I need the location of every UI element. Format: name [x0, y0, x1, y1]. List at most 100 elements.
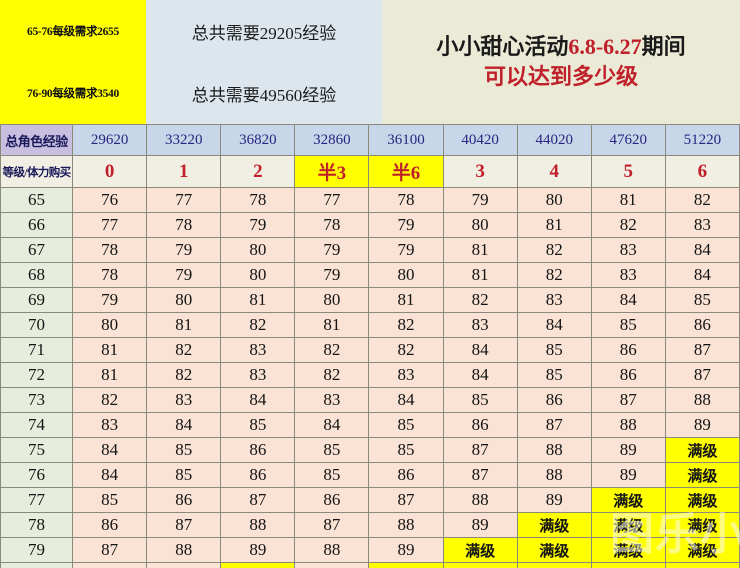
projected-level-cell: 80: [516, 187, 592, 213]
table-row: 69 79 80 81 80 81 82 83 84 85: [0, 287, 740, 313]
projected-level-cell: 81: [72, 362, 148, 388]
projected-level-cell: 84: [220, 387, 296, 413]
projected-level-cell: 78: [294, 212, 370, 238]
projected-level-cell: 80: [368, 262, 444, 288]
projected-level-cell: 83: [590, 262, 666, 288]
max-level-cell: 满级: [220, 562, 296, 568]
projected-level-cell: 84: [664, 262, 740, 288]
total-exp-cell: 40420: [442, 124, 518, 156]
table-row: 75 84 85 86 85 85 87 88 89 满级: [0, 437, 740, 463]
title-suffix: 期间: [641, 34, 686, 60]
table-row: 71 81 82 83 82 82 84 85 86 87: [0, 337, 740, 363]
projected-level-cell: 88: [516, 437, 592, 463]
projected-level-cell: 85: [294, 437, 370, 463]
table-row: 808889满级89满级满级满级满级满级: [0, 562, 740, 568]
projected-level-cell: 82: [294, 362, 370, 388]
projected-level-cell: 78: [368, 187, 444, 213]
level-cell: 74: [0, 412, 74, 438]
total-exp-cell: 44020: [516, 124, 592, 156]
projected-level-cell: 81: [72, 337, 148, 363]
max-level-cell: 满级: [664, 562, 740, 568]
buy-count-cell: 半3: [294, 155, 370, 188]
projected-level-cell: 81: [220, 287, 296, 313]
projected-level-cell: 89: [516, 487, 592, 513]
header-block: 65-76每级需求2655 76-90每级需求3540 总共需要29205经验 …: [0, 0, 740, 124]
level-cell: 76: [0, 462, 74, 488]
level-cell: 68: [0, 262, 74, 288]
row-total-exp: 总角色经验 29620 33220 36820 32860 36100 40420 4402…: [0, 124, 740, 156]
row-buy-count: 等级/体力购买 0 1 2 半3 半6 3 4 5 6: [0, 155, 740, 188]
projected-level-cell: 79: [294, 262, 370, 288]
header-total-notes: 总共需要29205经验 总共需要49560经验: [146, 0, 382, 124]
projected-level-cell: 85: [442, 387, 518, 413]
projected-level-cell: 81: [442, 237, 518, 263]
table-row: 77 85 86 87 86 87 88 89 满级 满级: [0, 487, 740, 513]
projected-level-cell: 87: [516, 412, 592, 438]
projected-level-cell: 80: [72, 312, 148, 338]
projected-level-cell: 77: [294, 187, 370, 213]
table-row: 67 78 79 80 79 79 81 82 83 84: [0, 237, 740, 263]
total-exp-cell: 36100: [368, 124, 444, 156]
level-cell: 67: [0, 237, 74, 263]
projected-level-cell: 87: [664, 337, 740, 363]
projected-level-cell: 85: [516, 337, 592, 363]
projected-level-cell: 81: [516, 212, 592, 238]
projected-level-cell: 79: [146, 262, 222, 288]
level-cell: 73: [0, 387, 74, 413]
projected-level-cell: 87: [220, 487, 296, 513]
projected-level-cell: 78: [72, 237, 148, 263]
projected-level-cell: 86: [664, 312, 740, 338]
level-cell: 69: [0, 287, 74, 313]
projected-level-cell: 87: [146, 512, 222, 538]
total-exp-cell: 47620: [590, 124, 666, 156]
projected-level-cell: 78: [72, 262, 148, 288]
projected-level-cell: 79: [442, 187, 518, 213]
projected-level-cell: 86: [294, 487, 370, 513]
table-row: 74 83 84 85 84 85 86 87 88 89: [0, 412, 740, 438]
projected-level-cell: 86: [590, 337, 666, 363]
projected-level-cell: 79: [72, 287, 148, 313]
projected-level-cell: 86: [72, 512, 148, 538]
table-row: 68 78 79 80 79 80 81 82 83 84: [0, 262, 740, 288]
projected-level-cell: 80: [442, 212, 518, 238]
requirement-note-1: 65-76每级需求2655: [27, 26, 119, 38]
level-cell: 80: [0, 562, 74, 568]
total-exp-row-label: 总角色经验: [0, 124, 74, 156]
projected-level-cell: 89: [590, 462, 666, 488]
max-level-cell: 满级: [516, 537, 592, 563]
level-cell: 77: [0, 487, 74, 513]
max-level-cell: 满级: [664, 462, 740, 488]
level-cell: 65: [0, 187, 74, 213]
projected-level-cell: 87: [442, 437, 518, 463]
header-title: 小小甜心活动6.8-6.27期间 可以达到多少级: [382, 0, 740, 124]
projected-level-cell: 89: [664, 412, 740, 438]
projected-level-cell: 88: [220, 512, 296, 538]
projected-level-cell: 84: [368, 387, 444, 413]
projected-level-cell: 82: [294, 337, 370, 363]
projected-level-cell: 84: [442, 362, 518, 388]
table-row: 79 87 88 89 88 89 满级 满级 满级 满级: [0, 537, 740, 563]
projected-level-cell: 83: [146, 387, 222, 413]
projected-level-cell: 88: [516, 462, 592, 488]
projected-level-cell: 84: [72, 462, 148, 488]
projected-level-cell: 82: [368, 337, 444, 363]
projected-level-cell: 83: [72, 412, 148, 438]
requirement-note-2: 76-90每级需求3540: [27, 88, 119, 100]
projected-level-cell: 85: [146, 462, 222, 488]
total-exp-cell: 32860: [294, 124, 370, 156]
projected-level-cell: 85: [664, 287, 740, 313]
level-cell: 72: [0, 362, 74, 388]
projected-level-cell: 83: [442, 312, 518, 338]
projected-level-cell: 82: [516, 237, 592, 263]
projected-level-cell: 80: [220, 237, 296, 263]
projected-level-cell: 79: [294, 237, 370, 263]
buy-count-cell: 5: [590, 155, 666, 188]
projected-level-cell: 88: [294, 537, 370, 563]
max-level-cell: 满级: [442, 562, 518, 568]
projected-level-cell: 81: [442, 262, 518, 288]
level-cell: 71: [0, 337, 74, 363]
max-level-cell: 满级: [590, 512, 666, 538]
projected-level-cell: 79: [368, 212, 444, 238]
projected-level-cell: 79: [220, 212, 296, 238]
